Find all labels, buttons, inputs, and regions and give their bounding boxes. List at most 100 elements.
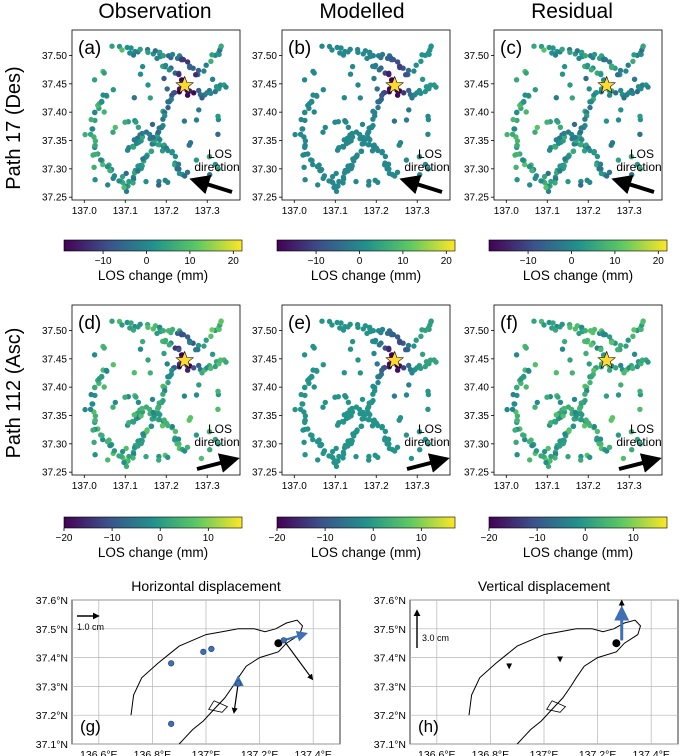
data-point	[353, 178, 359, 185]
data-point	[123, 188, 130, 195]
colorbar-label: LOS change (mm)	[523, 268, 633, 283]
x-tick-label: 137.1	[535, 206, 560, 217]
data-point	[392, 173, 398, 179]
data-point	[549, 325, 555, 331]
data-point	[349, 130, 355, 137]
gnss-station	[280, 637, 287, 644]
data-point	[356, 406, 363, 413]
y-tick-label: 37.4°N	[36, 653, 68, 665]
data-point	[372, 337, 379, 344]
data-point	[326, 178, 332, 184]
data-point	[301, 352, 308, 358]
observed-vector	[231, 683, 239, 714]
data-point	[512, 152, 518, 158]
data-point	[603, 118, 610, 124]
data-point	[159, 148, 166, 154]
data-point	[354, 153, 360, 160]
data-point	[314, 438, 321, 445]
data-point	[131, 137, 137, 143]
data-point	[615, 392, 622, 398]
data-point	[149, 396, 156, 403]
observed-vector	[283, 639, 314, 681]
los-arrow	[189, 175, 233, 195]
data-point	[184, 59, 191, 65]
data-point	[107, 167, 113, 174]
data-point	[143, 178, 149, 185]
data-point	[359, 396, 366, 403]
data-point	[320, 404, 326, 410]
data-point	[319, 43, 325, 49]
data-point	[139, 405, 145, 412]
data-point	[419, 52, 425, 58]
colorbar-tick-label: −10	[520, 256, 537, 267]
data-point	[367, 324, 373, 330]
data-point	[126, 178, 132, 185]
data-point	[320, 129, 326, 135]
data-point	[105, 182, 111, 188]
data-point	[511, 401, 517, 407]
x-tick-label: 137.2°E	[579, 749, 616, 756]
data-point	[89, 126, 95, 132]
data-point	[588, 99, 594, 105]
y-tick-label: 37.35	[252, 411, 277, 422]
x-tick-label: 137.1	[323, 206, 348, 217]
data-point	[609, 64, 615, 71]
data-point	[625, 337, 631, 343]
data-point	[212, 436, 219, 443]
data-point	[425, 441, 431, 447]
y-tick-label: 37.30	[252, 164, 277, 175]
coastline	[130, 619, 304, 745]
data-point	[600, 332, 607, 338]
data-point	[541, 173, 548, 180]
data-point	[587, 147, 593, 154]
data-point	[155, 129, 161, 135]
y-tick-label: 37.45	[464, 79, 489, 90]
data-point	[411, 68, 417, 74]
data-point	[369, 148, 376, 154]
data-point	[386, 71, 392, 78]
data-point	[354, 428, 360, 435]
data-point	[119, 173, 126, 180]
data-point	[90, 427, 96, 433]
data-point	[578, 416, 584, 423]
data-point	[164, 86, 170, 92]
data-point	[557, 124, 564, 130]
data-point	[154, 55, 160, 62]
data-point	[579, 324, 585, 330]
gnss-station	[235, 680, 242, 687]
data-point	[130, 419, 137, 425]
data-point	[603, 393, 610, 399]
data-point	[193, 157, 200, 163]
data-point	[101, 384, 107, 390]
data-point	[341, 412, 347, 418]
data-point	[534, 399, 540, 406]
data-point	[544, 119, 550, 125]
data-point	[193, 392, 200, 398]
data-point	[218, 43, 224, 49]
epicenter-star	[597, 350, 617, 369]
y-tick-label: 37.45	[252, 354, 277, 365]
colorbar-gradient	[488, 239, 668, 252]
data-point	[504, 131, 510, 138]
data-point	[620, 455, 627, 462]
los-arrow	[618, 453, 662, 473]
data-point	[576, 55, 582, 62]
data-point	[555, 119, 561, 125]
data-point	[629, 447, 635, 453]
column-title-observation: Observation	[98, 0, 211, 23]
data-point	[116, 178, 122, 184]
data-point	[193, 347, 199, 353]
data-point	[137, 346, 144, 352]
data-point	[340, 180, 346, 186]
data-point	[408, 455, 415, 462]
data-point	[329, 47, 335, 53]
data-point	[332, 394, 338, 400]
data-point	[628, 429, 635, 435]
data-point	[386, 441, 392, 447]
data-point	[568, 406, 575, 413]
x-tick-label: 137.0	[282, 206, 307, 217]
los-label: LOS	[208, 422, 232, 436]
data-point	[139, 338, 146, 345]
data-point	[397, 339, 403, 346]
